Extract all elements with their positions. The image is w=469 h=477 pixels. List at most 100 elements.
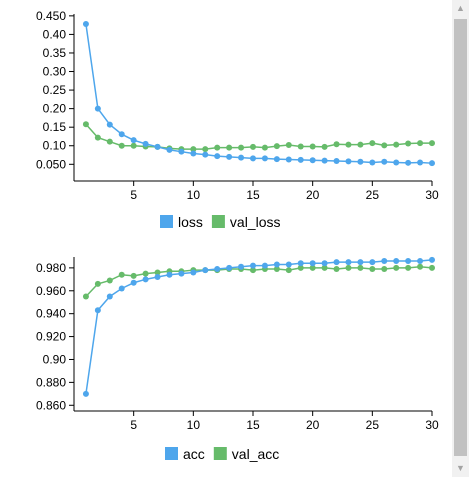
data-point-loss (261, 155, 268, 162)
y-tick-label: 0.980 (36, 261, 66, 275)
data-point-val_loss (285, 142, 292, 149)
data-point-acc (214, 266, 221, 273)
data-point-val_loss (369, 140, 376, 147)
y-tick-label: 0.10 (43, 139, 67, 153)
data-point-loss (94, 105, 101, 112)
data-point-loss (297, 156, 304, 163)
data-point-acc (369, 259, 376, 266)
data-point-val_acc (154, 269, 161, 276)
scroll-up-arrow-icon[interactable]: ▲ (456, 3, 465, 13)
data-point-acc (118, 285, 125, 292)
series-val_acc (82, 263, 435, 300)
data-point-acc (166, 271, 173, 278)
legend: loss val_loss (160, 214, 281, 230)
data-point-val_acc (285, 267, 292, 274)
y-tick-label: 0.25 (43, 83, 67, 97)
legend-label-val_loss: val_loss (230, 214, 281, 230)
series-line-val_loss (85, 123, 432, 150)
series-acc (82, 256, 435, 397)
data-point-acc (261, 262, 268, 269)
y-tick-label: 0.40 (43, 27, 67, 41)
data-point-loss (190, 150, 197, 157)
data-point-loss (357, 158, 364, 165)
data-point-val_loss (405, 140, 412, 147)
vertical-scrollbar[interactable]: ▲ ▼ (452, 0, 469, 477)
data-point-loss (285, 156, 292, 163)
data-point-acc (190, 269, 197, 276)
data-point-val_acc (381, 266, 388, 273)
data-point-val_acc (94, 280, 101, 287)
data-point-loss (381, 158, 388, 165)
data-point-loss (393, 159, 400, 166)
data-point-val_loss (309, 143, 316, 150)
y-tick-label: 0.860 (36, 398, 66, 412)
data-point-loss (429, 160, 435, 167)
data-point-val_acc (345, 264, 352, 271)
data-point-loss (214, 153, 221, 160)
data-point-loss (250, 155, 256, 162)
data-point-val_loss (429, 140, 435, 147)
data-point-val_loss (118, 142, 125, 149)
data-point-acc (345, 259, 352, 266)
data-point-val_loss (417, 140, 424, 147)
data-point-loss (309, 157, 316, 164)
data-point-loss (369, 159, 376, 166)
data-point-val_acc (82, 293, 89, 300)
x-tick-label: 5 (130, 418, 137, 432)
data-point-val_acc (393, 264, 400, 271)
series-line-loss (85, 23, 433, 164)
scrollbar-thumb[interactable] (454, 19, 467, 456)
data-point-acc (357, 259, 364, 266)
data-point-val_loss (190, 146, 197, 153)
data-point-acc (178, 270, 185, 277)
data-point-val_loss (345, 141, 352, 148)
data-point-acc (238, 263, 245, 270)
data-point-val_loss (94, 134, 101, 141)
y-tick-label: 0.920 (36, 330, 66, 344)
x-tick-label: 15 (246, 418, 260, 432)
x-tick-label: 10 (187, 188, 201, 202)
y-tick-label: 0.15 (43, 120, 67, 134)
data-point-val_loss (250, 143, 256, 150)
data-point-acc (154, 274, 161, 281)
y-tick-label: 0.35 (43, 46, 67, 60)
chart-viewport: 0.050 0.10 0.15 0.20 0.25 0.30 0.35 0.40 0.450 5 1… (36, 9, 439, 462)
data-point-val_acc (321, 264, 328, 271)
data-point-loss (202, 151, 209, 158)
data-point-loss (273, 156, 280, 163)
data-point-val_loss (238, 144, 245, 151)
data-point-acc (297, 260, 304, 267)
data-point-val_acc (273, 266, 280, 273)
legend-swatch-val_acc (213, 447, 227, 460)
data-point-acc (417, 258, 424, 265)
data-point-acc (429, 256, 435, 263)
x-tick-label: 30 (425, 188, 439, 202)
data-point-loss (82, 21, 89, 28)
legend-label-acc: acc (183, 446, 205, 462)
data-point-acc (202, 267, 209, 274)
data-point-acc (285, 261, 292, 268)
data-point-acc (82, 390, 89, 397)
y-tick-label: 0.90 (43, 352, 67, 366)
charts-svg: 0.050 0.10 0.15 0.20 0.25 0.30 0.35 0.40 0.450 5 1… (36, 9, 439, 462)
data-point-val_acc (405, 264, 412, 271)
scroll-down-arrow-icon[interactable]: ▼ (456, 463, 465, 473)
data-point-val_acc (369, 266, 376, 273)
x-tick-label: 15 (246, 188, 260, 202)
data-point-loss (226, 153, 233, 160)
y-tick-label: 0.450 (36, 9, 66, 23)
data-point-acc (321, 260, 328, 267)
data-point-loss (106, 121, 113, 128)
y-tick-label: 0.880 (36, 375, 66, 389)
data-point-loss (166, 146, 173, 153)
data-point-acc (273, 261, 280, 268)
legend-swatch-loss (160, 215, 173, 228)
data-point-val_loss (297, 143, 304, 150)
data-point-val_acc (130, 272, 137, 279)
x-tick-label: 25 (366, 418, 380, 432)
x-tick-label: 5 (130, 188, 137, 202)
data-point-acc (309, 260, 316, 267)
data-point-loss (321, 157, 328, 164)
data-point-acc (226, 264, 233, 271)
data-point-loss (405, 159, 412, 166)
